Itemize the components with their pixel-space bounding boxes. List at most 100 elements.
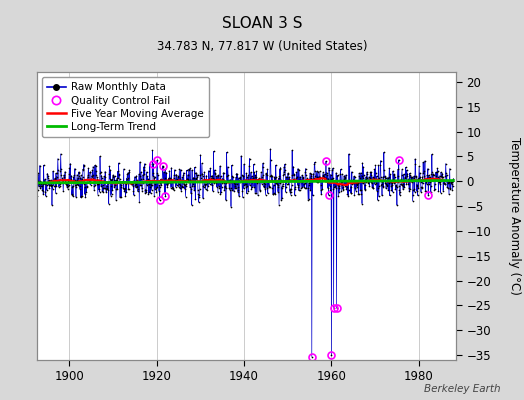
Point <box>432 173 441 179</box>
Point <box>115 170 123 177</box>
Point <box>413 192 422 199</box>
Point <box>177 187 185 194</box>
Point <box>34 170 42 176</box>
Point <box>158 163 167 169</box>
Point <box>416 178 424 184</box>
Point <box>75 183 84 189</box>
Point <box>329 186 337 192</box>
Point <box>393 202 401 208</box>
Point <box>286 186 294 192</box>
Point <box>404 181 412 187</box>
Point <box>145 181 153 188</box>
Point <box>161 166 169 172</box>
Point <box>406 172 414 179</box>
Point <box>383 178 391 184</box>
Point <box>202 172 211 179</box>
Point <box>90 178 99 184</box>
Point <box>312 178 320 184</box>
Point <box>401 164 410 170</box>
Point <box>397 176 406 183</box>
Point <box>287 188 295 195</box>
Point <box>125 169 133 176</box>
Point <box>39 162 48 168</box>
Point <box>214 183 223 189</box>
Point <box>417 189 425 195</box>
Point <box>424 192 432 198</box>
Point <box>200 176 208 182</box>
Point <box>235 178 244 184</box>
Point <box>182 167 191 174</box>
Point <box>62 178 70 185</box>
Point <box>291 186 299 192</box>
Point <box>275 175 283 181</box>
Point <box>304 180 313 186</box>
Point <box>191 176 200 182</box>
Point <box>366 169 375 175</box>
Point <box>178 182 186 189</box>
Point <box>235 193 243 199</box>
Point <box>243 183 252 189</box>
Point <box>434 188 443 194</box>
Point <box>116 182 125 188</box>
Point <box>197 174 205 181</box>
Point <box>198 171 206 177</box>
Point <box>132 184 140 191</box>
Point <box>80 180 89 187</box>
Point <box>81 191 89 197</box>
Point <box>119 178 127 184</box>
Point <box>230 178 238 184</box>
Point <box>228 174 237 180</box>
Point <box>158 176 167 183</box>
Point <box>330 183 339 190</box>
Point <box>156 184 164 190</box>
Point <box>242 184 250 190</box>
Point <box>303 175 312 182</box>
Point <box>298 172 306 178</box>
Point <box>355 173 364 179</box>
Point <box>33 172 41 178</box>
Point <box>184 172 192 178</box>
Point <box>60 172 68 178</box>
Point <box>209 188 217 194</box>
Point <box>309 176 318 182</box>
Point <box>111 182 119 188</box>
Point <box>64 185 72 192</box>
Point <box>95 178 103 185</box>
Point <box>112 177 120 183</box>
Point <box>395 183 403 189</box>
Point <box>138 185 146 191</box>
Point <box>219 177 227 183</box>
Point <box>198 160 206 166</box>
Point <box>238 194 247 200</box>
Point <box>149 161 158 167</box>
Point <box>88 173 96 179</box>
Point <box>47 182 56 188</box>
Point <box>400 171 408 177</box>
Point <box>267 172 276 179</box>
Point <box>264 178 272 184</box>
Point <box>155 179 163 185</box>
Point <box>120 187 128 194</box>
Point <box>360 179 368 186</box>
Point <box>162 169 170 176</box>
Point <box>425 174 433 180</box>
Point <box>211 170 220 176</box>
Point <box>362 179 370 186</box>
Point <box>288 182 296 188</box>
Point <box>236 174 245 180</box>
Point <box>328 352 336 358</box>
Point <box>223 178 232 184</box>
Point <box>254 192 262 198</box>
Point <box>214 172 223 178</box>
Point <box>106 176 114 182</box>
Point <box>86 176 95 182</box>
Point <box>211 170 219 177</box>
Point <box>258 180 266 187</box>
Point <box>66 165 74 171</box>
Point <box>50 182 58 189</box>
Point <box>131 174 139 180</box>
Point <box>340 172 348 179</box>
Point <box>100 173 108 180</box>
Point <box>329 165 337 171</box>
Point <box>63 184 71 190</box>
